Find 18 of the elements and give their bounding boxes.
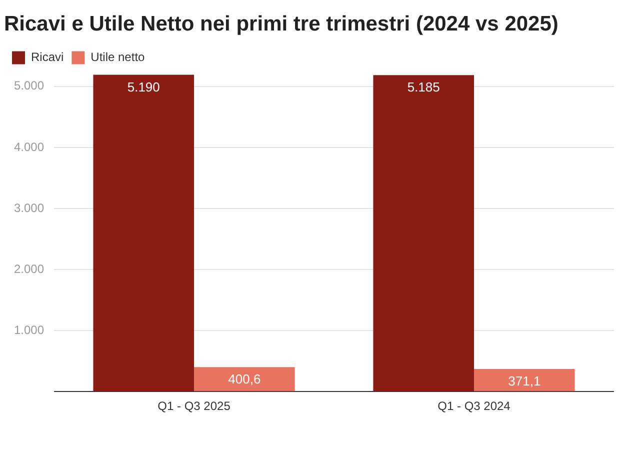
bar [93, 74, 194, 392]
y-tick-label: 4.000 [14, 140, 44, 154]
bar [474, 368, 575, 392]
data-label: 5.185 [407, 80, 440, 95]
legend-label: Ricavi [31, 50, 64, 64]
data-label: 371,1 [508, 374, 541, 389]
legend-label: Utile netto [90, 50, 146, 64]
y-tick-label: 2.000 [14, 262, 44, 276]
bar [373, 75, 474, 392]
y-tick-label: 5.000 [14, 78, 44, 93]
y-tick-label: 1.000 [14, 322, 44, 337]
data-label: 400,6 [228, 372, 261, 387]
x-tick-label: Q1 - Q3 2024 [438, 399, 511, 414]
x-tick-label: Q1 - Q3 2025 [158, 399, 231, 414]
bar [194, 367, 295, 392]
y-tick-label: 3.000 [14, 200, 44, 215]
data-label: 5.190 [127, 79, 160, 94]
chart-title: Ricavi e Utile Netto nei primi tre trimestri (2024 vs 2025) [4, 12, 558, 36]
